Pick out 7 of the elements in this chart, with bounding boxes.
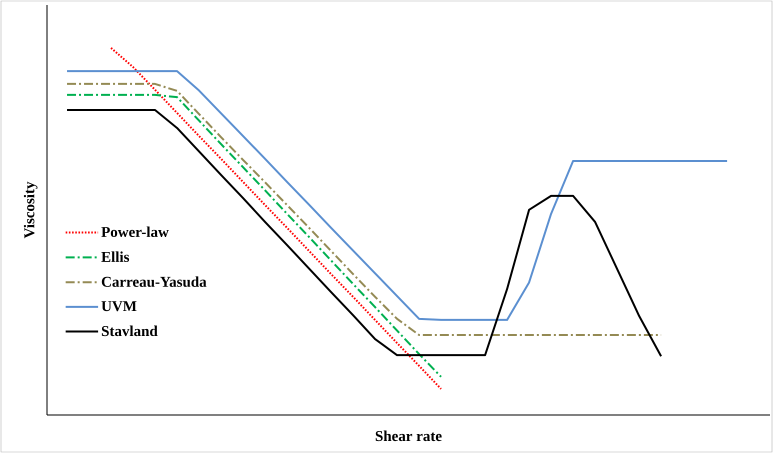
x-axis-title: Shear rate: [376, 430, 442, 442]
legend-label: UVM: [101, 301, 136, 312]
legend-label: Stavland: [102, 326, 158, 336]
legend-label: Carreau-Yasuda: [102, 276, 206, 287]
y-axis-title: Viscosity: [24, 182, 38, 238]
legend-label: Ellis: [101, 251, 130, 262]
legend-label: Power-law: [101, 226, 169, 238]
